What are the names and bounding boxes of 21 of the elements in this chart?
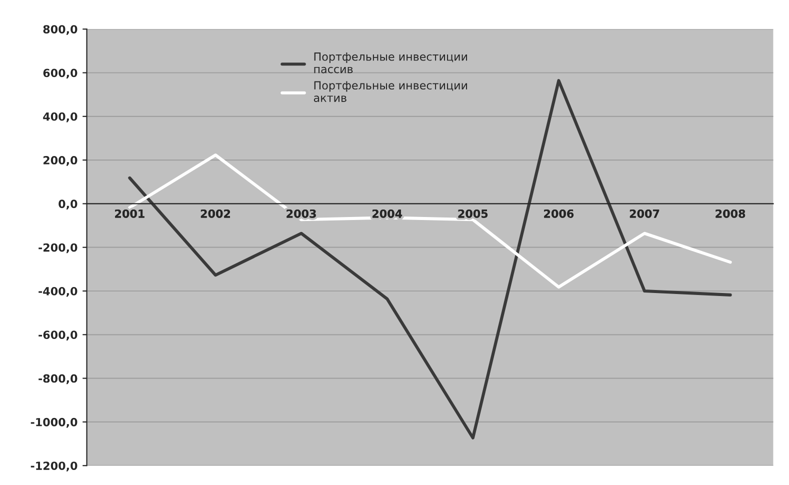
y-tick-label: -600,0 xyxy=(38,330,78,340)
y-tick-label: 600,0 xyxy=(43,68,78,79)
x-tick-label: 2007 xyxy=(630,209,660,218)
y-tick-label: -1200,0 xyxy=(30,462,78,472)
x-tick-label: 2006 xyxy=(544,209,574,218)
x-tick-label: 2002 xyxy=(200,209,230,218)
x-tick-label: 2001 xyxy=(115,209,144,218)
y-tick-label: -200,0 xyxy=(38,243,78,254)
legend-label: Портфельные инвестиции пассив xyxy=(314,52,468,74)
y-tick-label: -1000,0 xyxy=(30,418,78,428)
x-tick-label: 2008 xyxy=(716,209,746,218)
y-tick-label: 800,0 xyxy=(43,25,78,35)
x-tick-label: 2004 xyxy=(372,209,402,218)
y-tick-label: 0,0 xyxy=(58,200,78,210)
legend-label: Портфельные инвестиции актив xyxy=(314,81,468,102)
x-tick-label: 2003 xyxy=(286,209,316,218)
y-tick-label: 400,0 xyxy=(43,112,78,122)
y-tick-label: -800,0 xyxy=(38,374,78,384)
y-tick-label: -400,0 xyxy=(38,286,78,297)
x-tick-label: 2005 xyxy=(458,209,488,218)
y-tick-label: 200,0 xyxy=(43,156,78,166)
